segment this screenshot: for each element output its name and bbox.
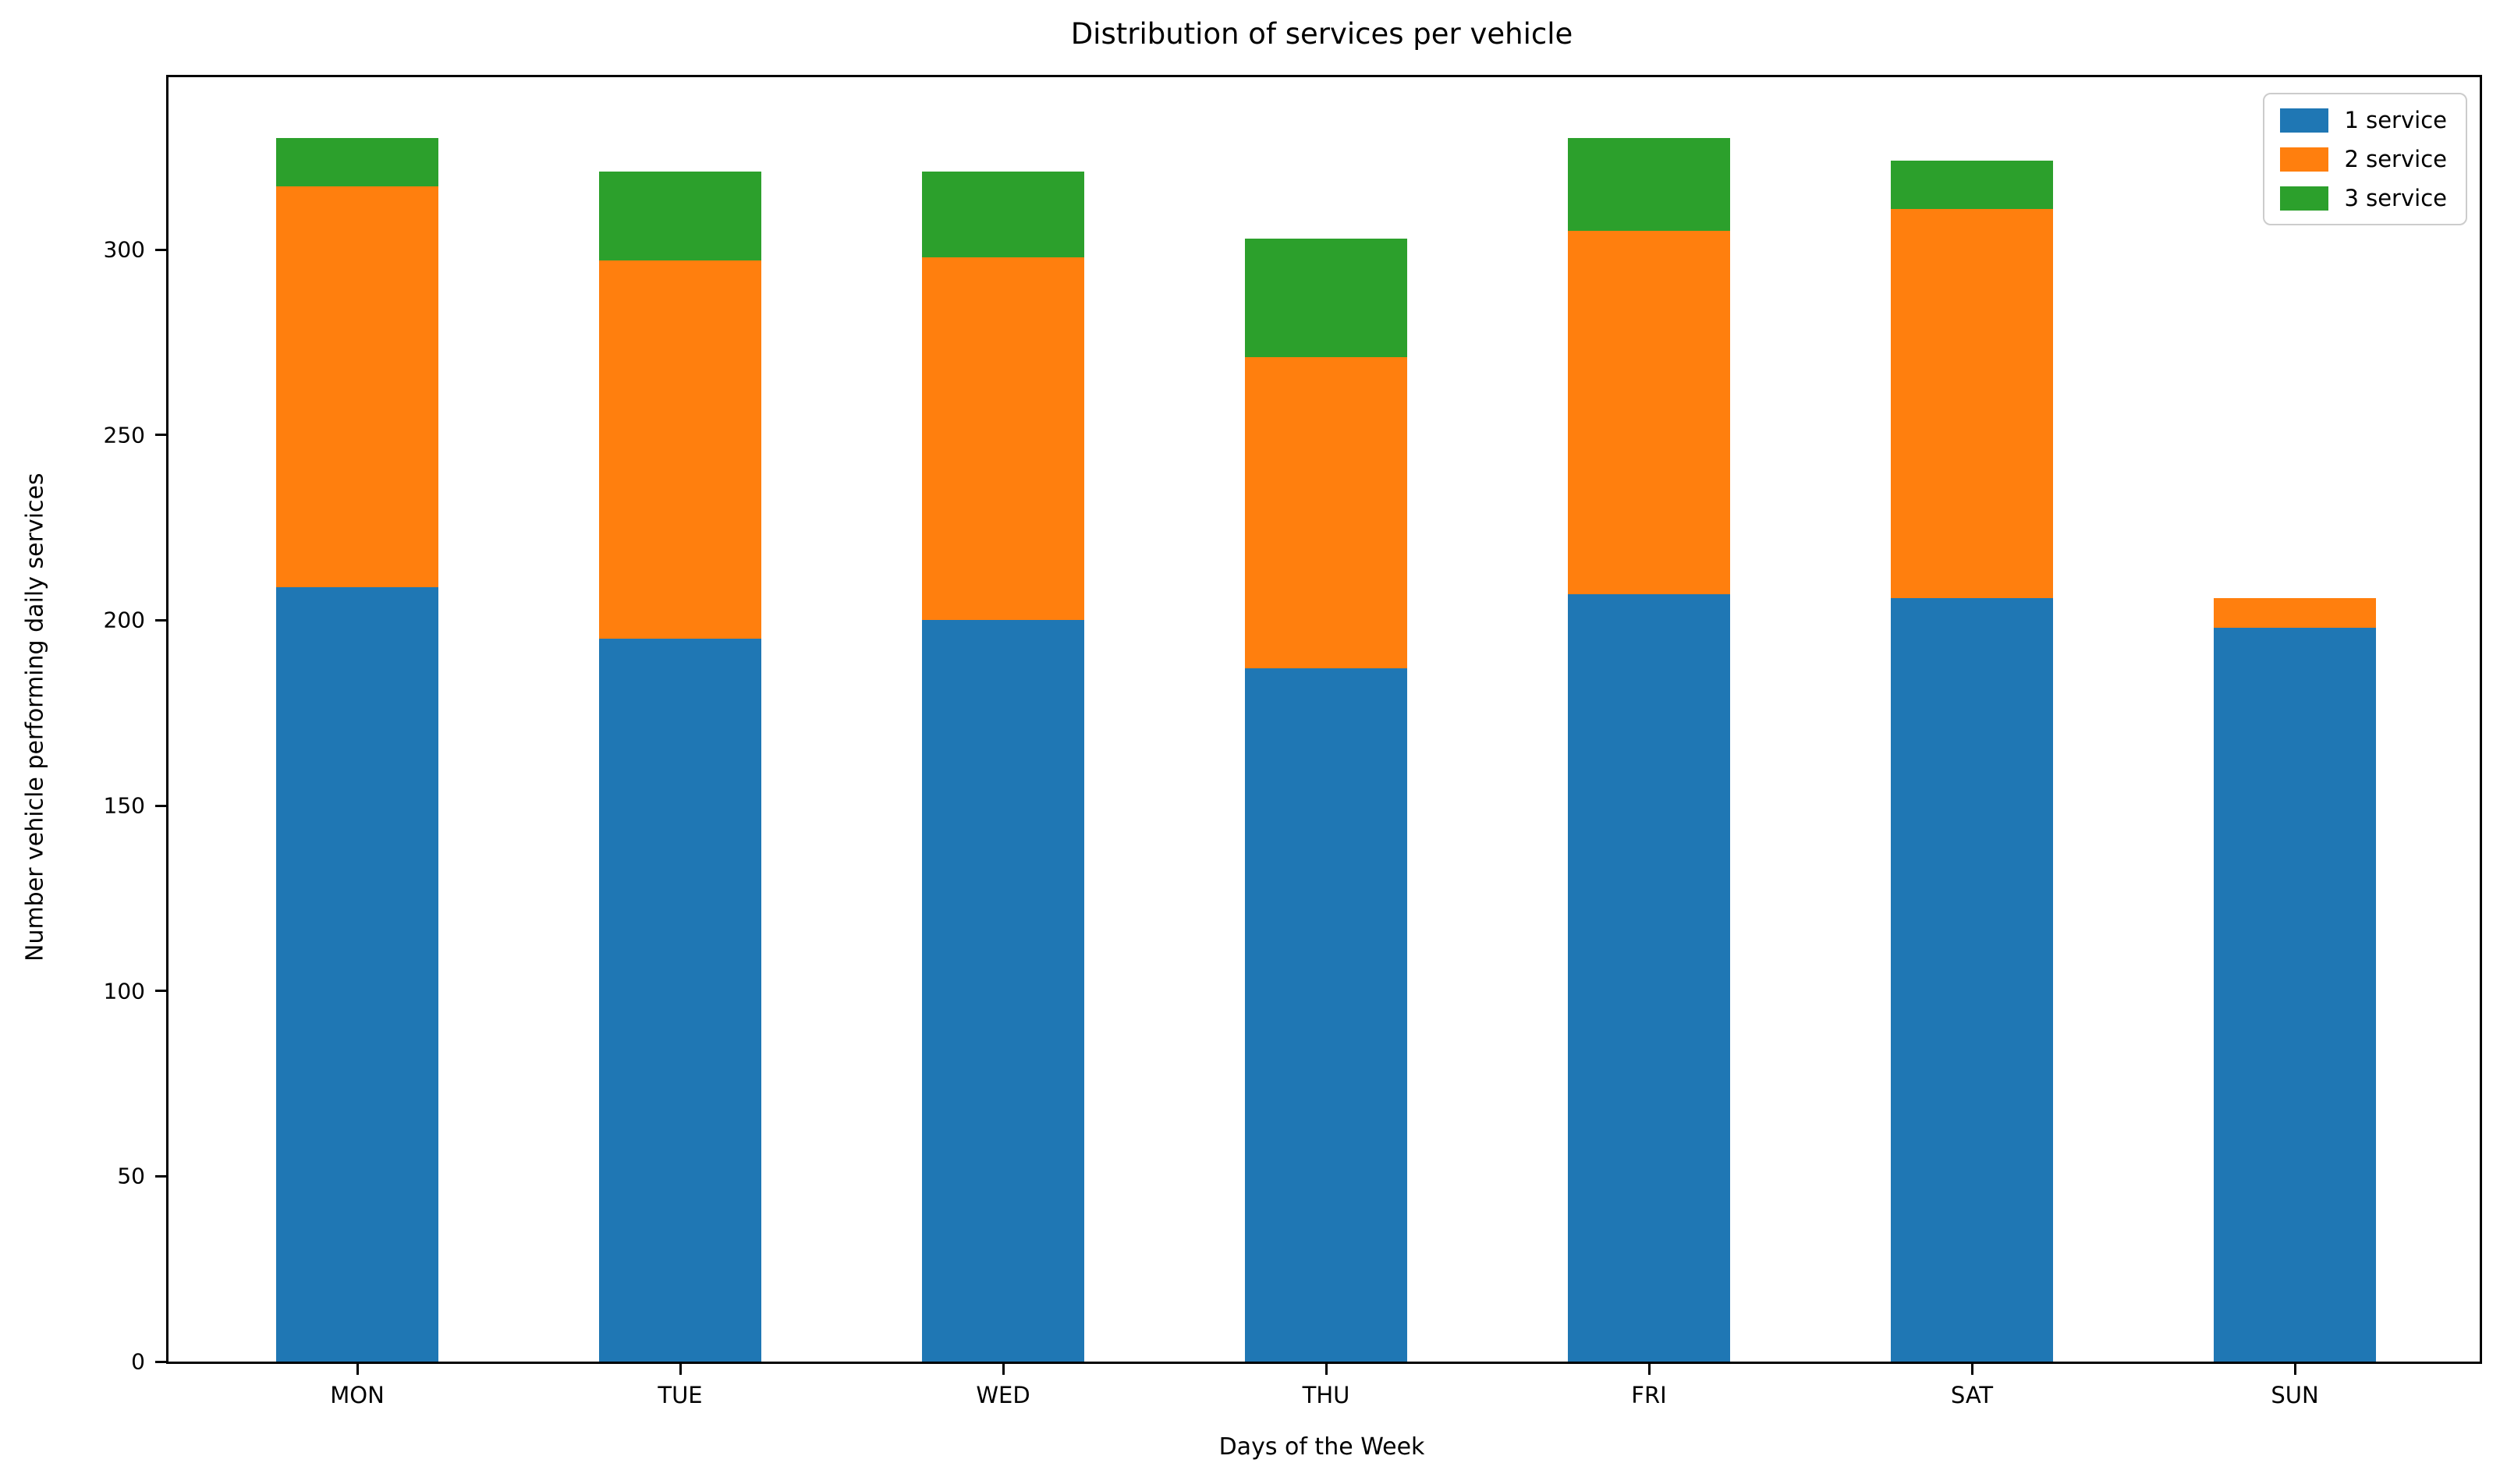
- bar-segment-fri-series-1: [1568, 594, 1730, 1362]
- legend-item-2-service: 2 service: [2280, 146, 2447, 172]
- x-tick-label-sun: SUN: [2271, 1382, 2319, 1408]
- y-tick-label: 0: [131, 1348, 145, 1375]
- bar-segment-tue-series-1: [599, 639, 761, 1362]
- x-tick-label-sat: SAT: [1950, 1382, 1994, 1408]
- bar-segment-mon-series-2: [276, 186, 438, 587]
- bar-segment-wed-series-3: [922, 172, 1084, 257]
- legend-label: 2 service: [2344, 146, 2447, 172]
- bar-segment-mon-series-1: [276, 586, 438, 1362]
- x-axis-label: Days of the Week: [1218, 1433, 1425, 1461]
- bar-segment-sun-series-2: [2214, 597, 2376, 628]
- x-tick-mark: [1002, 1364, 1005, 1375]
- legend-item-1-service: 1 service: [2280, 107, 2447, 133]
- y-tick-label: 200: [103, 607, 145, 633]
- y-tick-label: 250: [103, 422, 145, 448]
- legend-swatch-icon: [2280, 186, 2329, 211]
- y-tick-mark: [155, 434, 166, 437]
- x-tick-mark: [1324, 1364, 1328, 1375]
- legend-swatch-icon: [2280, 108, 2329, 133]
- y-tick-label: 50: [117, 1163, 145, 1189]
- x-tick-label-wed: WED: [976, 1382, 1030, 1408]
- bar-segment-sat-series-1: [1891, 597, 2053, 1362]
- legend-swatch-icon: [2280, 147, 2329, 172]
- legend: 1 service 2 service 3 service: [2263, 93, 2467, 225]
- bar-segment-fri-series-2: [1568, 231, 1730, 595]
- x-tick-label-tue: TUE: [658, 1382, 703, 1408]
- bar-segment-sat-series-3: [1891, 160, 2053, 209]
- legend-label: 3 service: [2344, 185, 2447, 211]
- chart-title: Distribution of services per vehicle: [1070, 17, 1573, 51]
- bar-segment-thu-series-3: [1245, 238, 1407, 357]
- y-tick-label: 150: [103, 792, 145, 819]
- y-tick-mark: [155, 804, 166, 807]
- x-tick-mark: [356, 1364, 359, 1375]
- y-tick-mark: [155, 1360, 166, 1363]
- legend-item-3-service: 3 service: [2280, 185, 2447, 211]
- x-tick-label-fri: FRI: [1631, 1382, 1667, 1408]
- bar-segment-thu-series-2: [1245, 356, 1407, 669]
- x-tick-mark: [679, 1364, 682, 1375]
- bar-segment-thu-series-1: [1245, 668, 1407, 1362]
- y-tick-label: 300: [103, 236, 145, 263]
- bar-segment-wed-series-1: [922, 620, 1084, 1362]
- x-tick-label-thu: THU: [1302, 1382, 1350, 1408]
- y-tick-mark: [155, 618, 166, 622]
- x-tick-mark: [2293, 1364, 2296, 1375]
- x-tick-mark: [1970, 1364, 1973, 1375]
- plot-area: 1 service 2 service 3 service 0 50 100 150 200…: [104, 75, 2482, 1408]
- bar-segment-tue-series-2: [599, 260, 761, 639]
- y-tick-mark: [155, 248, 166, 251]
- legend-label: 1 service: [2344, 107, 2447, 133]
- y-tick-mark: [155, 990, 166, 993]
- bar-segment-tue-series-3: [599, 172, 761, 261]
- y-axis-label: Number vehicle performing daily services: [21, 473, 49, 962]
- y-tick-label: 100: [103, 978, 145, 1004]
- bar-segment-sat-series-2: [1891, 208, 2053, 598]
- x-tick-label-mon: MON: [330, 1382, 385, 1408]
- bar-segment-wed-series-2: [922, 257, 1084, 621]
- x-tick-mark: [1647, 1364, 1651, 1375]
- bar-segment-fri-series-3: [1568, 138, 1730, 232]
- bar-segment-sun-series-1: [2214, 627, 2376, 1362]
- y-tick-mark: [155, 1174, 166, 1178]
- bar-segment-mon-series-3: [276, 138, 438, 187]
